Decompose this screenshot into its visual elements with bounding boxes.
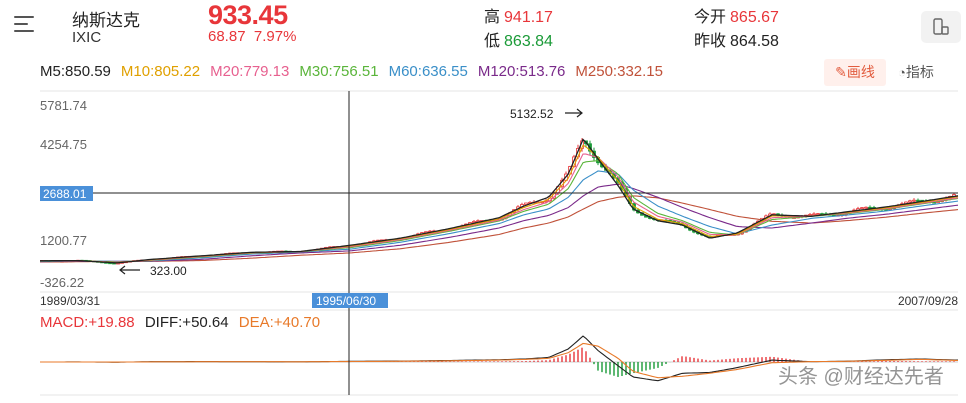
ma-line-m120 bbox=[40, 183, 959, 263]
ma-legend-item: M20:779.13 bbox=[210, 63, 290, 80]
change-value: 68.87 bbox=[208, 28, 246, 45]
draw-line-button[interactable]: ✎画线 bbox=[824, 59, 886, 86]
macd-value: MACD:+19.88 bbox=[40, 314, 135, 331]
candle-body bbox=[812, 213, 816, 216]
indicator-label: 指标 bbox=[905, 64, 934, 80]
ma-legend-item: M60:636.55 bbox=[388, 63, 468, 80]
high-label: 高 bbox=[484, 9, 501, 26]
ma-legend-item: M5:850.59 bbox=[40, 63, 111, 80]
moving-average-legend: M5:850.59 M10:805.22 M20:779.13 M30:756.51 M… bbox=[40, 63, 673, 85]
y-tick-label: 4254.75 bbox=[40, 137, 87, 152]
ma-legend-item: M250:332.15 bbox=[575, 63, 663, 80]
last-price: 933.45 bbox=[208, 0, 288, 30]
peak-annotation: 5132.52 bbox=[510, 107, 554, 121]
low-label: 低 bbox=[484, 33, 501, 50]
ma-line-m250 bbox=[40, 195, 959, 263]
y-tick-label: 5781.74 bbox=[40, 98, 87, 113]
candle-body bbox=[860, 207, 864, 210]
ma-line-m30 bbox=[40, 160, 959, 263]
candle-body bbox=[816, 213, 820, 216]
trough-annotation: 323.00 bbox=[150, 264, 187, 278]
ma-legend-item: M30:756.51 bbox=[299, 63, 379, 80]
open-stat: 今开 865.67 bbox=[694, 3, 779, 27]
crosshair-price-tag bbox=[40, 186, 93, 201]
low-value: 863.84 bbox=[504, 33, 553, 50]
landscape-toggle-button[interactable] bbox=[921, 11, 961, 43]
crosshair-date-value: 1995/06/30 bbox=[316, 294, 376, 308]
change-percent: 7.97% bbox=[253, 28, 297, 45]
index-name: 纳斯达克 bbox=[72, 11, 140, 30]
moving-average-lines bbox=[40, 138, 959, 264]
candle-body bbox=[908, 200, 912, 203]
ma-legend-item: M120:513.76 bbox=[477, 63, 566, 80]
macd-legend: MACD:+19.88 DIFF:+50.64 DEA:+40.70 bbox=[40, 314, 326, 331]
candle-body bbox=[912, 199, 916, 202]
menu-icon[interactable] bbox=[14, 12, 36, 34]
date-start: 1989/03/31 bbox=[40, 294, 100, 308]
draw-line-label: 画线 bbox=[846, 64, 875, 80]
watermark: 头条 @财经达先者 bbox=[778, 366, 944, 388]
trough-arrow-icon bbox=[119, 265, 140, 275]
prev-close-stat: 昨收 864.58 bbox=[694, 27, 779, 51]
candle-body bbox=[868, 206, 872, 209]
index-code: IXIC bbox=[72, 29, 102, 46]
ma-line-m60 bbox=[40, 170, 959, 262]
ma-line-m5 bbox=[40, 138, 959, 264]
candle-body bbox=[524, 202, 528, 205]
candlestick-series bbox=[40, 138, 956, 265]
quote-header: 纳斯达克 IXIC 933.45 68.87 7.97% 高 941.17 低 86… bbox=[0, 0, 966, 56]
high-value: 941.17 bbox=[504, 9, 553, 26]
candle-body bbox=[916, 199, 920, 202]
ma-line-m10 bbox=[40, 144, 959, 264]
y-tick-label: -326.22 bbox=[40, 275, 84, 290]
ma-legend-item: M10:805.22 bbox=[120, 63, 201, 80]
prev-close-label: 昨收 bbox=[694, 33, 727, 50]
y-tick-label: 1200.77 bbox=[40, 233, 87, 248]
gauge-icon: ◔ bbox=[898, 65, 906, 80]
candle-body bbox=[864, 206, 868, 209]
open-label: 今开 bbox=[694, 9, 727, 26]
low-stat: 低 863.84 bbox=[484, 27, 553, 51]
open-value: 865.67 bbox=[730, 9, 779, 26]
macd-dea-line bbox=[40, 342, 959, 379]
crosshair-date-tag bbox=[312, 293, 388, 308]
indicator-button[interactable]: ◔指标 bbox=[898, 60, 934, 84]
pencil-icon: ✎ bbox=[835, 64, 847, 80]
date-end: 2007/09/28 bbox=[898, 294, 958, 308]
high-stat: 高 941.17 bbox=[484, 3, 553, 27]
price-change: 68.87 7.97% bbox=[208, 28, 296, 45]
phone-rotate-icon bbox=[933, 18, 949, 35]
candle-body bbox=[808, 214, 812, 216]
macd-panel bbox=[40, 335, 959, 382]
diff-value: DIFF:+50.64 bbox=[144, 314, 229, 331]
ma-line-m20 bbox=[40, 153, 959, 263]
prev-close-value: 864.58 bbox=[730, 33, 779, 50]
dea-value: DEA:+40.70 bbox=[238, 314, 321, 331]
peak-arrow-icon bbox=[565, 108, 583, 118]
crosshair-price-value: 2688.01 bbox=[43, 187, 87, 201]
